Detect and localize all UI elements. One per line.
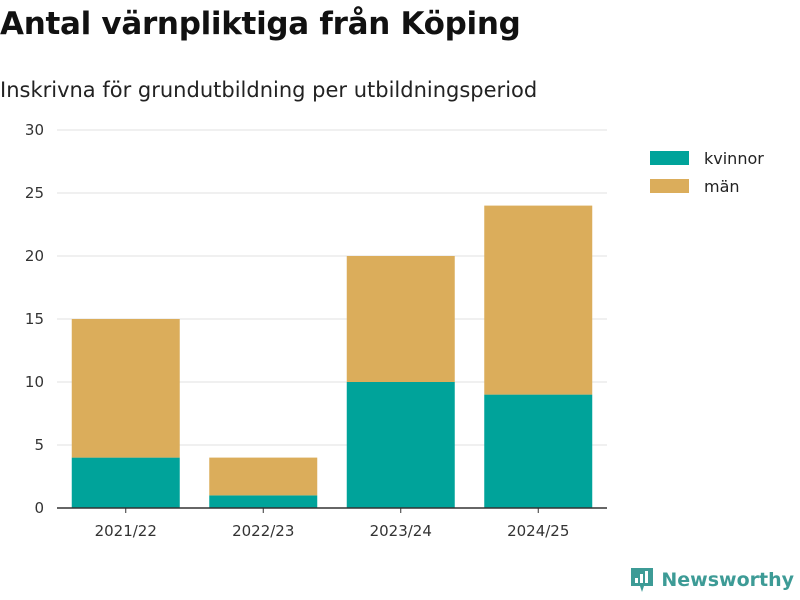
legend-swatch-män bbox=[650, 179, 689, 193]
y-tick-label: 0 bbox=[34, 499, 44, 517]
newsworthy-logo-icon bbox=[631, 568, 654, 592]
x-tick-label: 2023/24 bbox=[370, 522, 432, 540]
x-tick-label: 2024/25 bbox=[507, 522, 569, 540]
x-tick-label: 2021/22 bbox=[95, 522, 157, 540]
bar-kvinnor-2022/23 bbox=[209, 495, 318, 508]
y-tick-label: 20 bbox=[25, 247, 44, 265]
y-tick-label: 15 bbox=[25, 310, 44, 328]
y-tick-label: 30 bbox=[25, 121, 44, 139]
x-axis-ticks: 2021/22 2022/23 2023/24 2024/25 bbox=[95, 508, 569, 540]
legend-label-män: män bbox=[704, 177, 740, 196]
brand-name: Newsworthy bbox=[661, 569, 794, 591]
bar-kvinnor-2021/22 bbox=[71, 457, 180, 508]
y-tick-label: 25 bbox=[25, 184, 44, 202]
x-tick-label: 2022/23 bbox=[232, 522, 294, 540]
bar-män-2023/24 bbox=[346, 256, 455, 382]
bar-kvinnor-2024/25 bbox=[484, 394, 593, 508]
branding: Newsworthy bbox=[629, 566, 794, 594]
chart-title: Antal värnpliktiga från Köping bbox=[0, 6, 521, 42]
bar-män-2022/23 bbox=[209, 457, 318, 496]
y-tick-label: 10 bbox=[25, 373, 44, 391]
bar-män-2021/22 bbox=[71, 319, 180, 458]
y-axis-ticks: 0 5 10 15 20 25 30 bbox=[25, 121, 44, 517]
bar-män-2024/25 bbox=[484, 205, 593, 395]
y-tick-label: 5 bbox=[34, 436, 44, 454]
bar-kvinnor-2023/24 bbox=[346, 382, 455, 508]
legend-label-kvinnor: kvinnor bbox=[704, 149, 764, 168]
legend-swatch-kvinnor bbox=[650, 151, 689, 165]
chart-subtitle: Inskrivna för grundutbildning per utbild… bbox=[0, 78, 538, 102]
legend: kvinnor män bbox=[650, 149, 764, 196]
bars bbox=[71, 205, 593, 508]
